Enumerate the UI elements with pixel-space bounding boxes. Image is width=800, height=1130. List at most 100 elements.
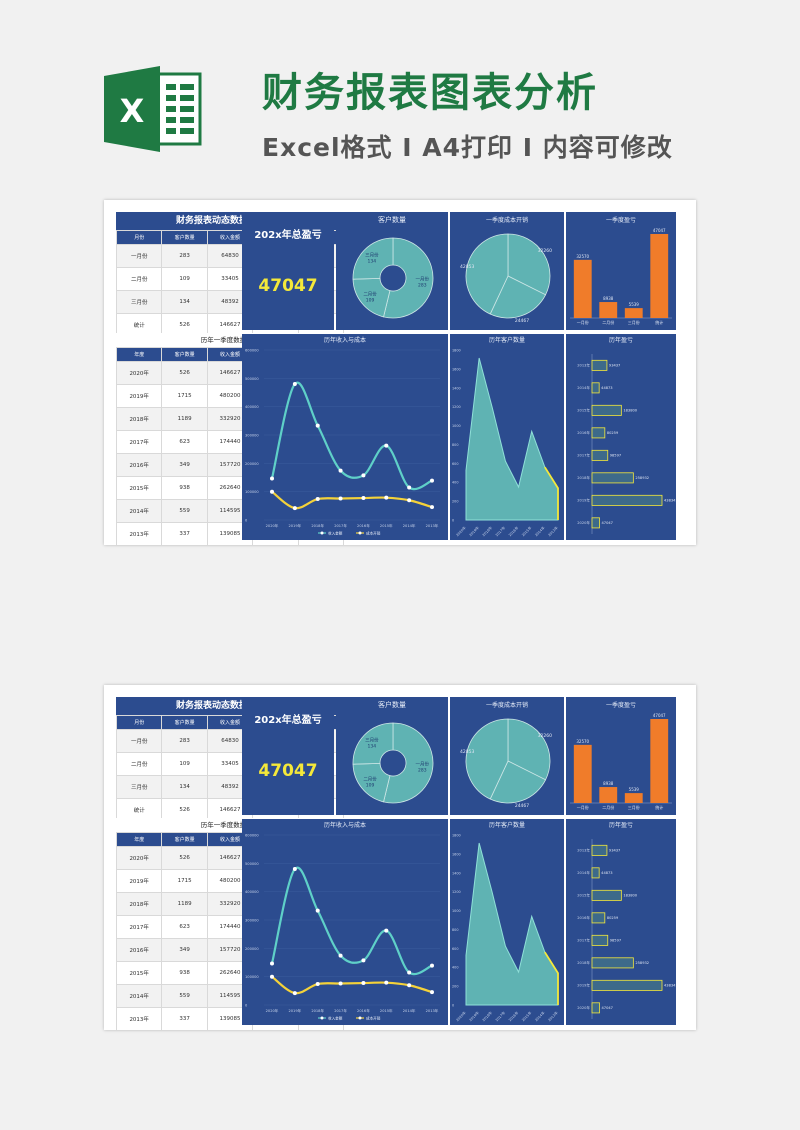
y-tick-label: 2018年 (577, 475, 590, 480)
chart-title: 一季度成本开销 (486, 216, 528, 224)
chart-svg: 历年客户数量 0 200 400 600 800 1000 1200 1400 1600 1800 2… (452, 336, 559, 537)
chart-title: 一季度盈亏 (606, 701, 636, 709)
chart-svg: 一季度盈亏 32570 一月份 8938 二月份 5539 三月份 47047 统计 (570, 216, 672, 325)
data-point (430, 478, 434, 483)
slice-value-label: 32260 (538, 733, 552, 739)
slice-label: 三月份 (365, 736, 379, 743)
y-tick-label: 1200 (452, 890, 461, 894)
bar (591, 472, 634, 484)
column-header: 收入金额 (206, 230, 254, 245)
bar-value-label: 5539 (629, 787, 640, 792)
bar (650, 719, 669, 803)
table-cell: 三月份 (115, 775, 163, 799)
column-header: 月份 (115, 230, 163, 245)
chart-svg: 历年盈亏 2013年 93437 2014年 44873 2015年 183800 2016年… (577, 821, 676, 1019)
table-cell: 134 (161, 290, 208, 314)
bar-value-label: 258932 (635, 961, 649, 965)
slice-value: 283 (418, 768, 427, 774)
data-point (270, 961, 274, 966)
table-cell: 109 (161, 267, 208, 291)
y-tick-label: 200 (452, 500, 458, 504)
bar (650, 234, 669, 318)
table-cell: 一月份 (115, 244, 163, 268)
x-tick-label: 2016年 (507, 1010, 519, 1022)
chart-svg: 历年收入与成本 0 100000 200000 300000 400000 500000 60… (245, 336, 440, 536)
y-tick-label: 400000 (245, 890, 259, 894)
bar (591, 867, 600, 879)
table-cell: 283 (161, 244, 208, 268)
y-tick-label: 800 (452, 928, 458, 932)
slice-value: 283 (418, 283, 427, 289)
bar-value-label: 98597 (610, 939, 621, 943)
x-tick-label: 2013年 (547, 1010, 559, 1022)
y-tick-label: 2019年 (577, 498, 590, 503)
table-cell: 二月份 (115, 752, 163, 776)
data-point (384, 980, 389, 985)
pie-slice (507, 233, 551, 296)
table-cell: 1189 (161, 892, 208, 916)
bar (591, 449, 609, 461)
chart-svg: 历年盈亏 2013年 93437 2014年 44873 2015年 183800 2016年… (577, 336, 676, 534)
data-point (338, 496, 343, 501)
bar (591, 1002, 600, 1014)
table-cell: 349 (161, 453, 208, 477)
x-tick-label: 2019年 (468, 525, 480, 537)
slice-value: 134 (368, 258, 377, 264)
table-cell: 337 (161, 522, 208, 546)
y-tick-label: 500000 (245, 862, 259, 866)
slice-value: 109 (366, 783, 375, 789)
y-tick-label: 0 (245, 1004, 248, 1008)
table-cell: 526 (161, 846, 208, 870)
y-tick-label: 1400 (452, 386, 461, 390)
legend-label: 收入金额 (328, 1016, 343, 1021)
chart-title: 客户数量 (378, 215, 406, 224)
bar-value-label: 80259 (607, 431, 619, 435)
data-point (338, 981, 343, 986)
x-tick-label: 2013年 (547, 525, 559, 537)
x-tick-label: 二月份 (602, 319, 614, 325)
slice-label: 三月份 (365, 251, 379, 258)
page-title: 财务报表图表分析 (262, 70, 598, 116)
slice-value-label: 24467 (515, 803, 529, 809)
table-cell: 623 (161, 430, 208, 454)
data-point (361, 981, 366, 986)
x-tick-label: 2019年 (288, 523, 301, 528)
y-tick-label: 300000 (245, 919, 259, 923)
data-point (292, 506, 297, 511)
bar (591, 359, 608, 371)
y-tick-label: 600 (452, 947, 458, 951)
x-tick-label: 2020年 (455, 1010, 467, 1022)
y-tick-label: 0 (245, 519, 248, 523)
x-tick-label: 2017年 (494, 1010, 506, 1022)
bar-value-label: 80259 (607, 916, 619, 920)
y-tick-label: 300000 (245, 434, 259, 438)
y-tick-label: 2019年 (577, 983, 590, 988)
data-point (270, 974, 274, 979)
data-point (292, 381, 297, 386)
chart-title: 历年收入与成本 (324, 821, 366, 829)
slice-value-label: 24467 (515, 318, 529, 324)
donut-slice (352, 722, 394, 765)
bar (591, 934, 609, 946)
column-header: 客户数量 (161, 715, 208, 730)
data-point (407, 485, 412, 490)
dashboard-sheet-2: 财务报表动态数据图表分析月份客户数量收入金额成本开销盈亏一月份283648303… (104, 685, 696, 1031)
dashboard-sheet-1: 财务报表动态数据图表分析月份客户数量收入金额成本开销盈亏一月份283648303… (104, 200, 696, 546)
slice-value-label: 42853 (460, 264, 474, 270)
table-cell: 2018年 (115, 892, 163, 916)
table-cell: 2019年 (115, 384, 163, 408)
logo-letter: X (120, 92, 145, 130)
y-tick-label: 2020年 (577, 520, 590, 525)
bar (624, 308, 643, 318)
chart-title: 一季度成本开销 (486, 701, 528, 709)
y-tick-label: 2013年 (577, 363, 590, 368)
table-cell: 2013年 (115, 1007, 163, 1031)
income-cost-line-panel: 历年收入与成本 0 100000 200000 300000 400000 500000 60… (242, 819, 448, 1025)
data-point (361, 496, 366, 501)
x-tick-label: 2019年 (468, 1010, 480, 1022)
bar (591, 517, 600, 529)
table-cell: 2014年 (115, 499, 163, 523)
y-tick-label: 2015年 (577, 893, 590, 898)
total-profit-label: 202x年总盈亏 (254, 230, 322, 241)
table-cell: 134 (161, 775, 208, 799)
